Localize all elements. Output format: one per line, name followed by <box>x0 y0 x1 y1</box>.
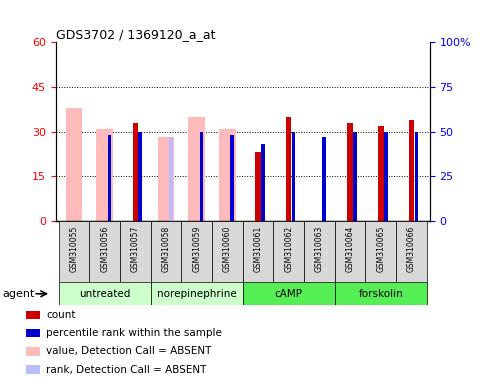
Bar <box>384 131 387 221</box>
Text: rank, Detection Call = ABSENT: rank, Detection Call = ABSENT <box>46 364 207 375</box>
Bar <box>27 329 40 337</box>
Bar <box>366 221 396 282</box>
Bar <box>286 117 292 221</box>
Bar <box>157 137 174 221</box>
Bar <box>273 221 304 282</box>
Bar <box>27 366 40 374</box>
Bar <box>108 135 112 221</box>
Text: GDS3702 / 1369120_a_at: GDS3702 / 1369120_a_at <box>56 28 215 41</box>
Text: percentile rank within the sample: percentile rank within the sample <box>46 328 222 338</box>
Bar <box>200 131 203 221</box>
Bar <box>108 137 112 221</box>
Bar <box>120 221 151 282</box>
Text: GSM310065: GSM310065 <box>376 226 385 272</box>
Bar <box>27 311 40 319</box>
Text: GSM310060: GSM310060 <box>223 226 232 272</box>
Text: GSM310061: GSM310061 <box>254 226 263 272</box>
Bar <box>292 131 296 221</box>
Bar <box>132 122 138 221</box>
Bar <box>219 129 236 221</box>
Bar <box>151 282 243 305</box>
Text: GSM310066: GSM310066 <box>407 226 416 272</box>
Bar <box>335 221 366 282</box>
Text: GSM310059: GSM310059 <box>192 226 201 272</box>
Bar <box>181 221 212 282</box>
Bar <box>27 347 40 356</box>
Bar <box>304 221 335 282</box>
Bar <box>212 221 243 282</box>
Bar <box>414 131 418 221</box>
Text: forskolin: forskolin <box>358 289 403 299</box>
Bar <box>256 152 261 221</box>
Bar <box>188 117 205 221</box>
Bar <box>96 129 113 221</box>
Bar <box>139 131 142 221</box>
Bar <box>200 135 203 221</box>
Text: cAMP: cAMP <box>275 289 303 299</box>
Bar <box>261 144 265 221</box>
Bar <box>335 282 427 305</box>
Bar <box>347 122 353 221</box>
Text: GSM310063: GSM310063 <box>315 226 324 272</box>
Bar <box>151 221 181 282</box>
Bar <box>243 282 335 305</box>
Bar <box>396 221 427 282</box>
Bar <box>409 120 414 221</box>
Text: agent: agent <box>2 289 35 299</box>
Bar <box>353 131 357 221</box>
Text: GSM310064: GSM310064 <box>346 226 355 272</box>
Bar <box>230 135 234 221</box>
Text: count: count <box>46 310 76 320</box>
Bar <box>378 126 384 221</box>
Bar <box>243 221 273 282</box>
Text: GSM310058: GSM310058 <box>161 226 170 272</box>
Bar <box>230 137 234 221</box>
Bar <box>58 221 89 282</box>
Bar <box>66 108 83 221</box>
Bar <box>169 137 173 221</box>
Text: value, Detection Call = ABSENT: value, Detection Call = ABSENT <box>46 346 212 356</box>
Text: norepinephrine: norepinephrine <box>157 289 237 299</box>
Text: GSM310055: GSM310055 <box>70 226 78 272</box>
Text: GSM310062: GSM310062 <box>284 226 293 272</box>
Bar <box>58 282 151 305</box>
Text: GSM310056: GSM310056 <box>100 226 109 272</box>
Bar <box>323 137 326 221</box>
Text: GSM310057: GSM310057 <box>131 226 140 272</box>
Bar <box>89 221 120 282</box>
Text: untreated: untreated <box>79 289 130 299</box>
